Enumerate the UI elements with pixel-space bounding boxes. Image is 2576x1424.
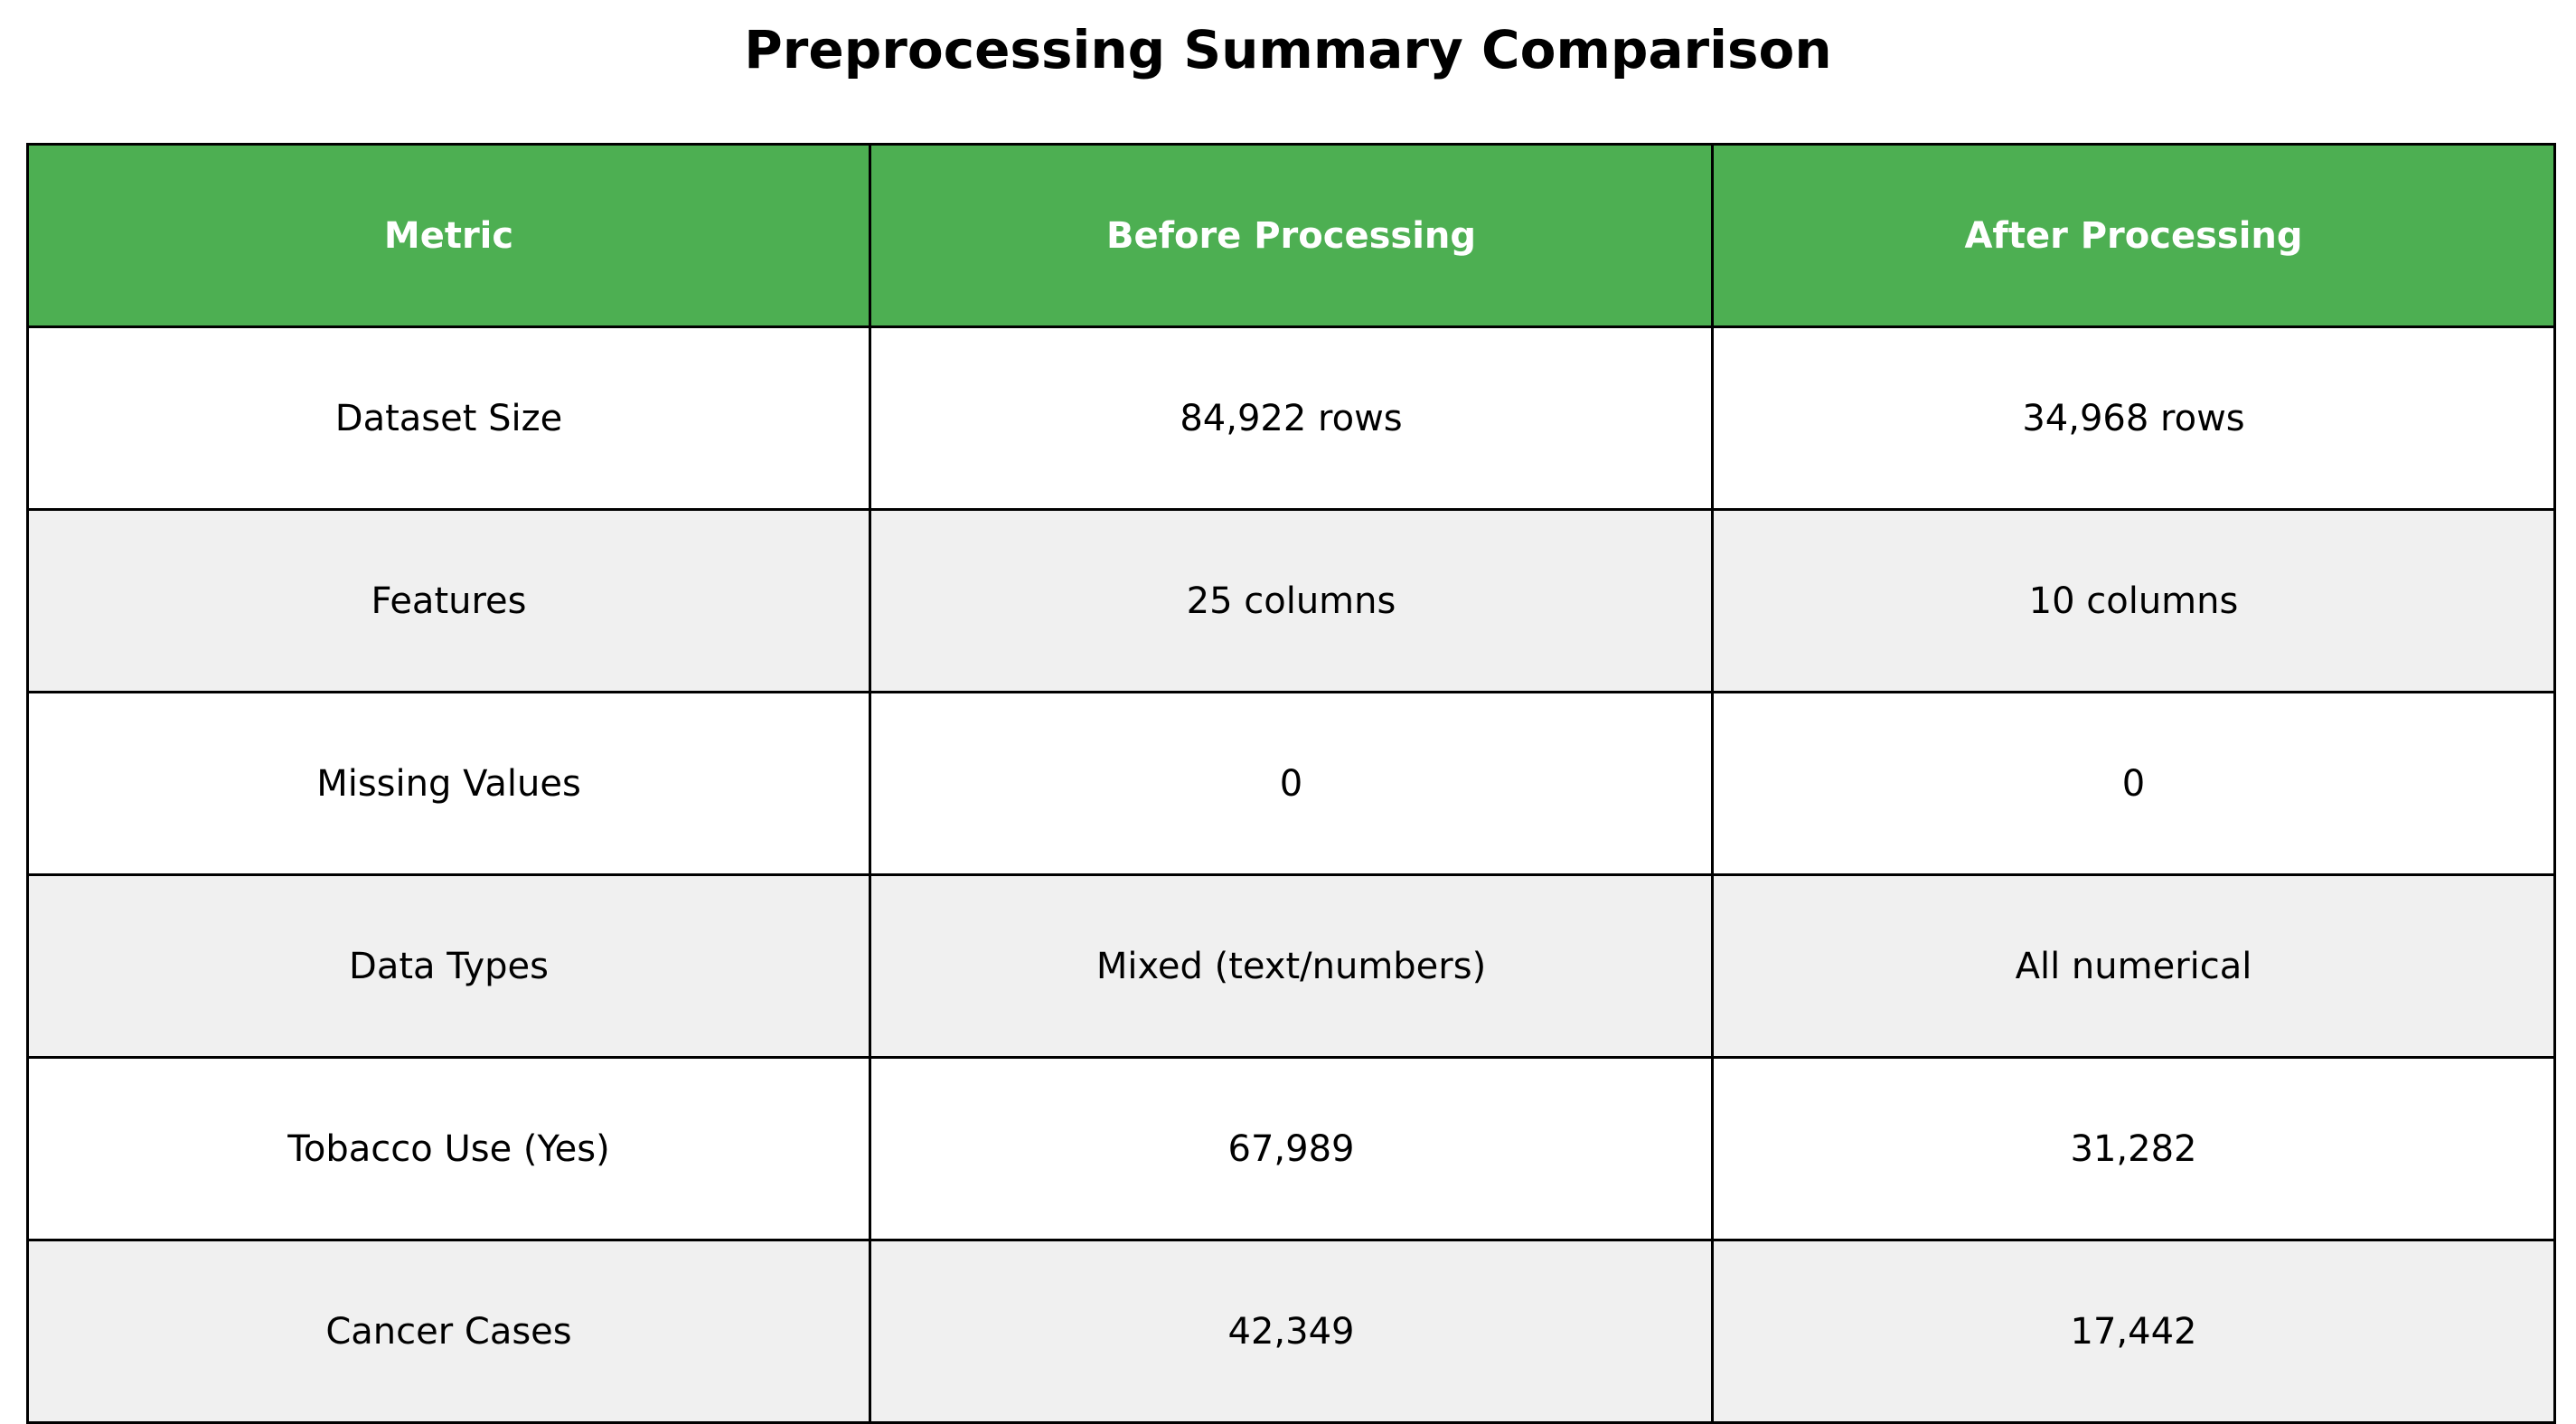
table-row: Missing Values 0 0 (26, 691, 2556, 876)
summary-table-container: Metric Before Processing After Processin… (26, 143, 2556, 1424)
summary-table: Metric Before Processing After Processin… (26, 143, 2556, 1424)
cell-before: 84,922 rows (869, 325, 1714, 511)
cell-before: 42,349 (869, 1239, 1714, 1424)
cell-after: 0 (1711, 691, 2556, 876)
cell-before: 25 columns (869, 508, 1714, 693)
cell-metric: Features (26, 508, 871, 693)
cell-metric: Dataset Size (26, 325, 871, 511)
cell-after: All numerical (1711, 873, 2556, 1059)
cell-metric: Data Types (26, 873, 871, 1059)
header-metric: Metric (26, 143, 871, 328)
cell-metric: Cancer Cases (26, 1239, 871, 1424)
cell-after: 17,442 (1711, 1239, 2556, 1424)
cell-after: 10 columns (1711, 508, 2556, 693)
table-row: Cancer Cases 42,349 17,442 (26, 1239, 2556, 1424)
table-row: Tobacco Use (Yes) 67,989 31,282 (26, 1056, 2556, 1241)
cell-after: 34,968 rows (1711, 325, 2556, 511)
chart-title: Preprocessing Summary Comparison (744, 19, 1832, 80)
cell-before: Mixed (text/numbers) (869, 873, 1714, 1059)
cell-before: 67,989 (869, 1056, 1714, 1241)
table-header-row: Metric Before Processing After Processin… (26, 143, 2556, 328)
cell-after: 31,282 (1711, 1056, 2556, 1241)
table-row: Dataset Size 84,922 rows 34,968 rows (26, 325, 2556, 511)
cell-metric: Missing Values (26, 691, 871, 876)
header-before-processing: Before Processing (869, 143, 1714, 328)
cell-metric: Tobacco Use (Yes) (26, 1056, 871, 1241)
cell-before: 0 (869, 691, 1714, 876)
table-row: Features 25 columns 10 columns (26, 508, 2556, 693)
header-after-processing: After Processing (1711, 143, 2556, 328)
table-row: Data Types Mixed (text/numbers) All nume… (26, 873, 2556, 1059)
